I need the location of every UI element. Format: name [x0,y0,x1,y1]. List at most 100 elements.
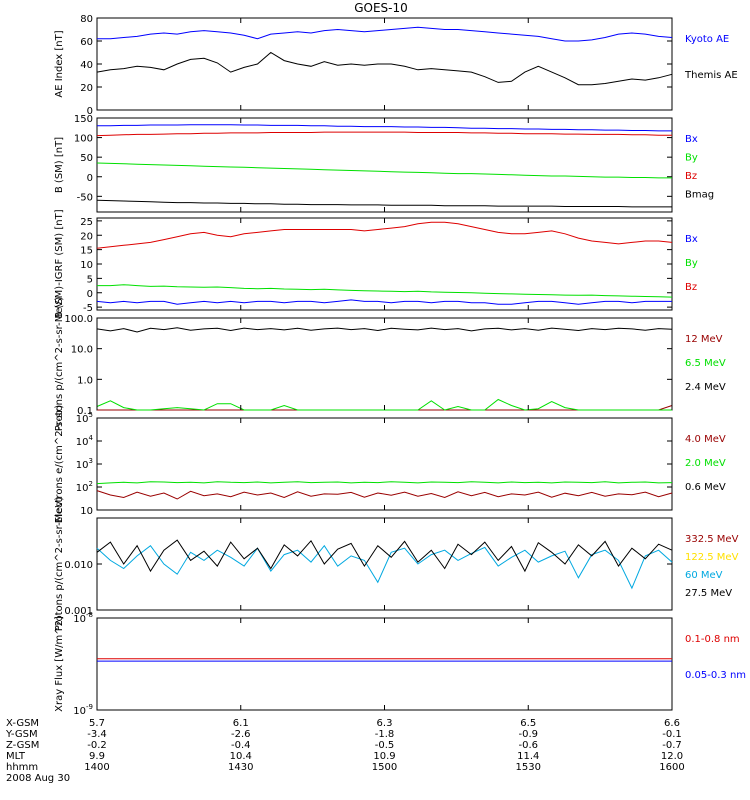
panel-frame [96,317,673,411]
y-tick-label: 100 [74,134,93,145]
x-tick-label: 6.6 [664,718,680,729]
y-tick-label: 104 [76,434,94,448]
series-line-27-5-mev [96,539,673,573]
legend-entry: Bz [685,282,697,293]
panel-frame [96,617,673,711]
legend-entry: 122.5 MeV [685,552,739,563]
legend-entry: 332.5 MeV [685,534,739,545]
legend-entry: By [685,258,698,269]
series-line-by [97,284,673,298]
x-tick-label: 10.4 [230,751,252,762]
series-line-themis-ae [96,51,673,86]
y-axis-label: Xray Flux [W/m^2] [54,616,65,712]
x-row-label: hhmm [6,762,38,773]
plot-title: GOES-10 [354,1,408,15]
x-tick-label: -0.2 [87,740,107,751]
y-tick-label: 80 [80,14,93,25]
x-tick-label: -3.4 [87,729,107,740]
legend-entry: 0.6 MeV [685,482,726,493]
x-tick-label: 6.1 [233,718,249,729]
series-line-kyoto-ae [97,26,673,42]
x-tick-label: 6.3 [377,718,393,729]
panel-7: 10-9 10-8 Xray Flux [W/m^2] 0.1-0.8 nm 0.05-… [54,611,746,717]
y-tick-label: 10 [80,506,93,517]
y-tick-label: 1.0 [77,375,93,386]
y-axis-label: AE Index [nT] [54,30,65,97]
legend-entry: Bx [685,234,698,245]
y-tick-label: 105 [76,411,93,425]
x-tick-label: -1.8 [375,729,395,740]
y-tick-label: 102 [76,480,93,494]
legend-entry: 60 MeV [685,570,723,581]
x-tick-label: 1530 [516,762,541,773]
panel-3: -5 0 5 10 15 20 25 B (SM)-IGRF (SM) [nT] Bx By Bz [54,209,698,318]
legend-entry: 2.0 MeV [685,458,726,469]
y-tick-label: 10.0 [71,345,93,356]
y-tick-label: 50 [80,153,93,164]
legend-entry: 4.0 MeV [685,434,726,445]
y-tick-label: 103 [76,457,93,471]
legend-entry: 2.4 MeV [685,382,726,393]
series-line-bz [96,221,673,249]
x-row-label: Y-GSM [5,729,38,740]
y-tick-label: 0 [87,106,93,117]
x-tick-label: -0.4 [231,740,251,751]
legend-entry: Bx [685,134,698,145]
x-tick-label: 9.9 [89,751,105,762]
y-axis-label: Protons p/(cm^2-s-sr-MeV) [54,497,65,632]
x-tick-label: 1400 [84,762,109,773]
y-axis-label: Protons p/(cm^2-s-sr-MeV) [54,297,65,432]
y-tick-label: 0 [87,289,93,300]
y-tick-label: 10 [80,260,93,271]
legend-entry: Bz [685,171,697,182]
series-line-4-0-mev [96,490,673,500]
panel-frame [96,417,673,511]
series-line-bmag [96,199,672,208]
legend-entry: 0.1-0.8 nm [685,634,740,645]
series-line-bx [97,124,672,132]
panel-5: 10 102 103 104 105 Electrons e/(cm^2-s-sr) 4.0… [54,405,726,524]
panel-2: -50 0 50 100 150 B (SM) [nT] Bx By Bz Bmag [54,114,714,213]
y-tick-label: 10-9 [73,703,93,717]
y-tick-label: 0.010 [64,560,93,571]
y-tick-label: 150 [74,114,93,125]
date-label: 2008 Aug 30 [6,773,70,784]
y-tick-label: 25 [80,217,93,228]
series-line-by [96,162,672,179]
legend-entry: Themis AE [684,70,738,81]
x-tick-label: 1500 [372,762,397,773]
x-tick-label: -0.6 [518,740,538,751]
x-row-label: X-GSM [6,718,39,729]
x-tick-label: -2.6 [231,729,251,740]
x-tick-label: 1600 [659,762,684,773]
y-tick-label: 100.0 [64,314,93,325]
y-tick-label: 10-8 [73,611,93,625]
panel-frame [96,217,673,311]
series-line-2-4-mev [96,327,673,333]
y-tick-label: 20 [80,231,93,242]
y-tick-label: -50 [77,192,93,203]
x-tick-label: 5.7 [89,718,105,729]
legend-entry: 6.5 MeV [685,358,726,369]
y-tick-label: 0.1 [77,406,93,417]
x-row-label: Z-GSM [6,740,39,751]
y-tick-label: 0 [87,173,93,184]
x-row-label: MLT [6,751,26,762]
x-tick-label: 1430 [228,762,253,773]
panel-1: 0 20 40 60 80 AE Index [nT] Kyoto AE Themis AE [54,14,738,117]
y-axis-label: Electrons e/(cm^2-s-sr) [54,405,65,524]
x-tick-label: -0.5 [375,740,395,751]
y-tick-label: -5 [83,303,93,314]
legend-entry: 27.5 MeV [685,588,732,599]
legend-entry: 0.05-0.3 nm [685,670,746,681]
y-tick-label: 15 [80,246,93,257]
y-tick-label: 20 [80,83,93,94]
x-tick-label: 6.5 [520,718,536,729]
legend-entry: By [685,153,698,164]
series-line-bx [96,299,672,305]
y-axis-label: B (SM)-IGRF (SM) [nT] [54,209,65,318]
